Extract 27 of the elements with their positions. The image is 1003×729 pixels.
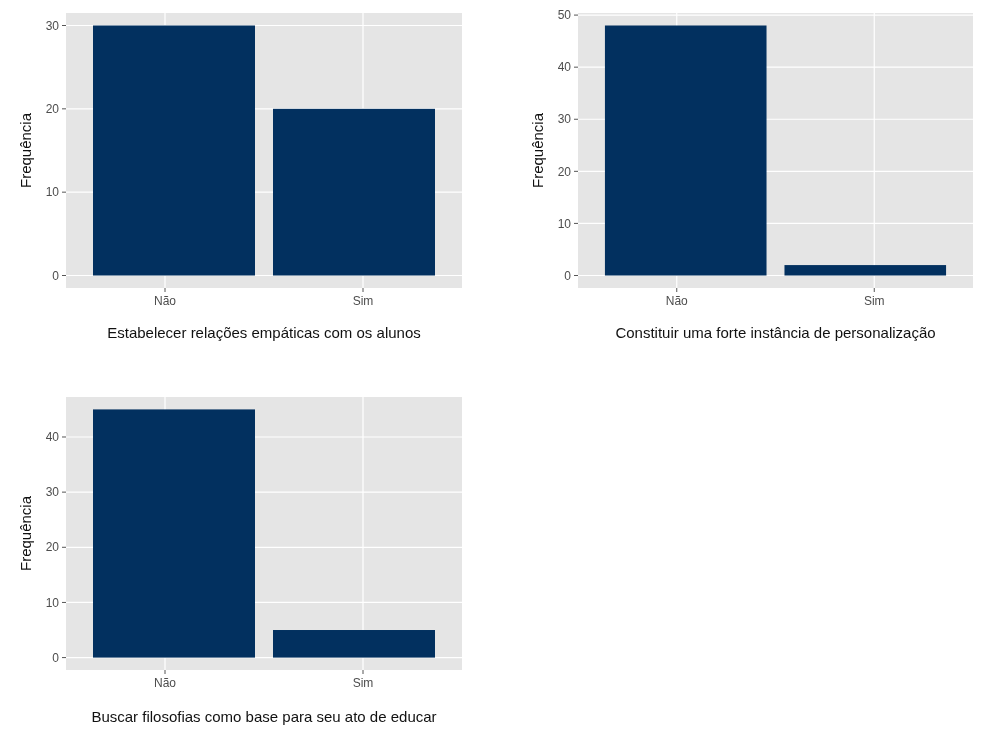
x-tick-label: Sim <box>863 294 885 308</box>
x-axis-title: Estabelecer relações empáticas com os alunos <box>107 324 421 341</box>
x-tick-label: Sim <box>352 294 374 308</box>
y-axis-title: Frequência <box>529 112 547 189</box>
y-tick-label: 30 <box>557 112 572 127</box>
x-axis-title: Constituir uma forte instância de personalização <box>615 324 936 341</box>
y-tick-label: 30 <box>45 485 60 500</box>
y-tick-label: 50 <box>557 8 572 23</box>
y-tick-label: 20 <box>45 540 60 555</box>
y-axis-title: Frequência <box>17 112 35 189</box>
y-tick-label: 0 <box>564 268 572 283</box>
x-tick-label: Não <box>153 294 177 308</box>
y-tick-label: 10 <box>45 185 60 200</box>
x-axis-title: Buscar filosofias como base para seu ato de educar <box>91 708 437 725</box>
y-tick-label: 20 <box>45 102 60 117</box>
x-tick-label: Não <box>665 294 689 308</box>
y-tick-label: 40 <box>557 60 572 75</box>
y-tick-label: 10 <box>45 595 60 610</box>
x-tick-label: Sim <box>352 676 374 690</box>
y-tick-label: 0 <box>52 650 60 665</box>
x-tick-label: Não <box>153 676 177 690</box>
y-tick-label: 20 <box>557 164 572 179</box>
y-tick-label: 40 <box>45 430 60 445</box>
y-tick-label: 0 <box>52 268 60 283</box>
y-tick-label: 10 <box>557 216 572 231</box>
y-axis-title: Frequência <box>17 495 35 572</box>
y-tick-label: 30 <box>45 18 60 33</box>
